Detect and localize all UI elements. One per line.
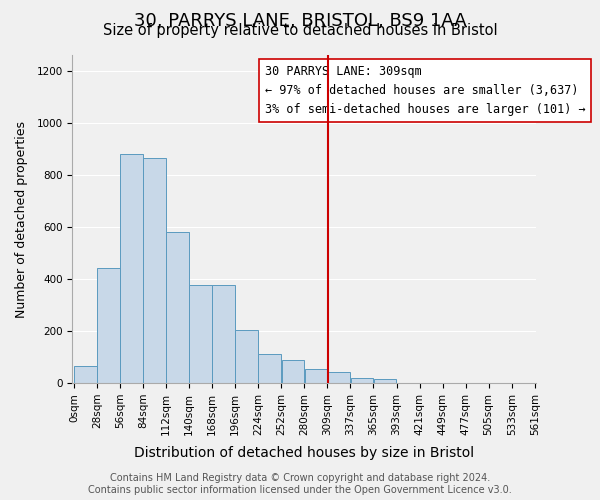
Bar: [259, 354, 281, 383]
Bar: [305, 368, 327, 383]
Text: 30, PARRYS LANE, BRISTOL, BS9 1AA: 30, PARRYS LANE, BRISTOL, BS9 1AA: [134, 12, 466, 30]
Bar: [120, 154, 143, 383]
Text: Contains HM Land Registry data © Crown copyright and database right 2024.
Contai: Contains HM Land Registry data © Crown c…: [88, 474, 512, 495]
Bar: [281, 360, 304, 383]
Bar: [350, 378, 373, 383]
Text: Size of property relative to detached houses in Bristol: Size of property relative to detached ho…: [103, 22, 497, 38]
Bar: [190, 286, 212, 383]
Bar: [166, 232, 189, 383]
Bar: [374, 379, 397, 383]
Bar: [235, 330, 258, 383]
Bar: [328, 372, 350, 383]
Text: 30 PARRYS LANE: 309sqm
← 97% of detached houses are smaller (3,637)
3% of semi-d: 30 PARRYS LANE: 309sqm ← 97% of detached…: [265, 65, 586, 116]
X-axis label: Distribution of detached houses by size in Bristol: Distribution of detached houses by size …: [134, 446, 475, 460]
Bar: [97, 268, 120, 383]
Bar: [74, 366, 97, 383]
Bar: [143, 158, 166, 383]
Bar: [212, 286, 235, 383]
Y-axis label: Number of detached properties: Number of detached properties: [15, 120, 28, 318]
